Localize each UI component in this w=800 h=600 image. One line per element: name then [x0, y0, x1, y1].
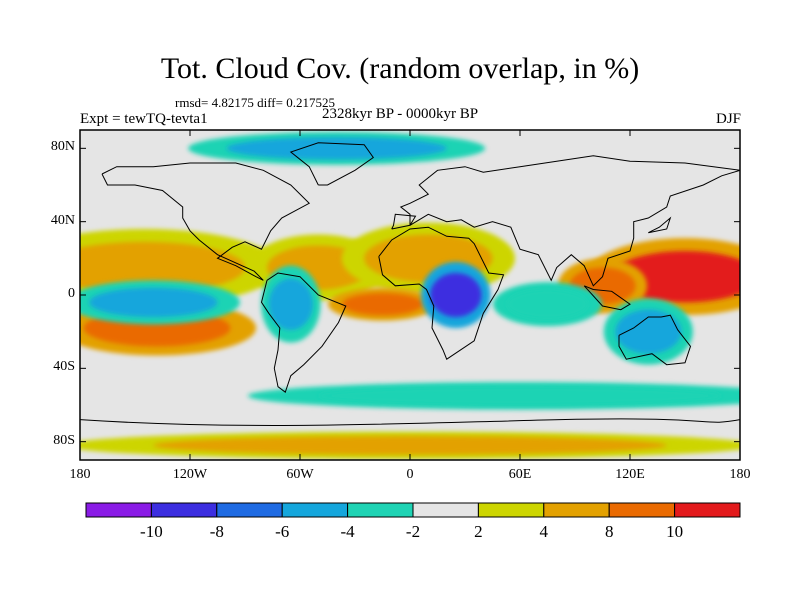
period-label: 2328kyr BP - 0000kyr BP [322, 106, 479, 122]
x-tick-label: 180 [729, 467, 751, 482]
colorbar-label: -8 [209, 522, 224, 541]
coastline [378, 226, 505, 360]
anomaly-blob [318, 386, 722, 406]
colorbar-label: -2 [405, 522, 421, 541]
colorbar-box [412, 502, 479, 518]
colorbar-box [543, 502, 610, 518]
x-tick-label: 120W [172, 467, 208, 482]
y-tick-label: 80S [53, 432, 75, 448]
y-tick-label: 80N [50, 139, 75, 155]
colorbar-box [674, 502, 741, 518]
anomaly-blob [80, 241, 245, 294]
colorbar-label: 10 [666, 522, 684, 541]
anomaly-blob [615, 309, 682, 354]
colorbar-box [347, 502, 414, 518]
chart-title: Tot. Cloud Cov. (random overlap, in %) [160, 52, 640, 85]
chart-subtitle: rmsd= 4.82175 diff= 0.217525 [175, 95, 335, 110]
y-tick-label: 0 [68, 286, 75, 301]
anomaly-blob [89, 287, 218, 318]
colorbar-label: -6 [275, 522, 290, 541]
colorbar-box [281, 502, 349, 518]
y-tick-label: 40S [53, 359, 75, 375]
anomaly-blob [507, 289, 588, 319]
colorbar-label: -10 [140, 522, 163, 541]
colorbar-label: -4 [340, 522, 355, 541]
colorbar-label: 4 [539, 522, 549, 541]
anomaly-blob [430, 273, 482, 317]
coastline [583, 285, 631, 311]
x-tick-label: 120E [615, 467, 645, 482]
coastline [648, 216, 672, 234]
colorbar-box [216, 502, 283, 518]
coastline [391, 213, 417, 230]
y-tick-label: 40N [50, 212, 75, 228]
coastlines [80, 142, 740, 426]
x-tick-label: 60W [286, 467, 314, 482]
x-tick-label: 60E [508, 467, 532, 482]
anomaly-blob [342, 293, 423, 316]
experiment-label: Expt = tewTQ-tevta1 [80, 111, 208, 127]
coastline [618, 314, 692, 366]
coastline [399, 155, 740, 287]
coastline [289, 142, 374, 186]
colorbar-label: 2 [474, 522, 483, 541]
colorbar-box [150, 502, 218, 518]
colorbar-box [85, 502, 152, 518]
x-tick-label: 0 [406, 467, 414, 482]
colorbar-box [608, 502, 676, 518]
colorbar-label: 8 [604, 522, 614, 541]
coastline [101, 162, 311, 281]
colorbar-box [477, 502, 545, 518]
anomaly-blob [226, 137, 447, 160]
anomaly-blob [153, 436, 667, 455]
coastline-antarctica [80, 418, 740, 426]
season-label: DJF [715, 111, 741, 127]
anomaly-blob [268, 278, 313, 330]
coastline [260, 272, 347, 394]
x-tick-label: 180 [69, 467, 91, 482]
